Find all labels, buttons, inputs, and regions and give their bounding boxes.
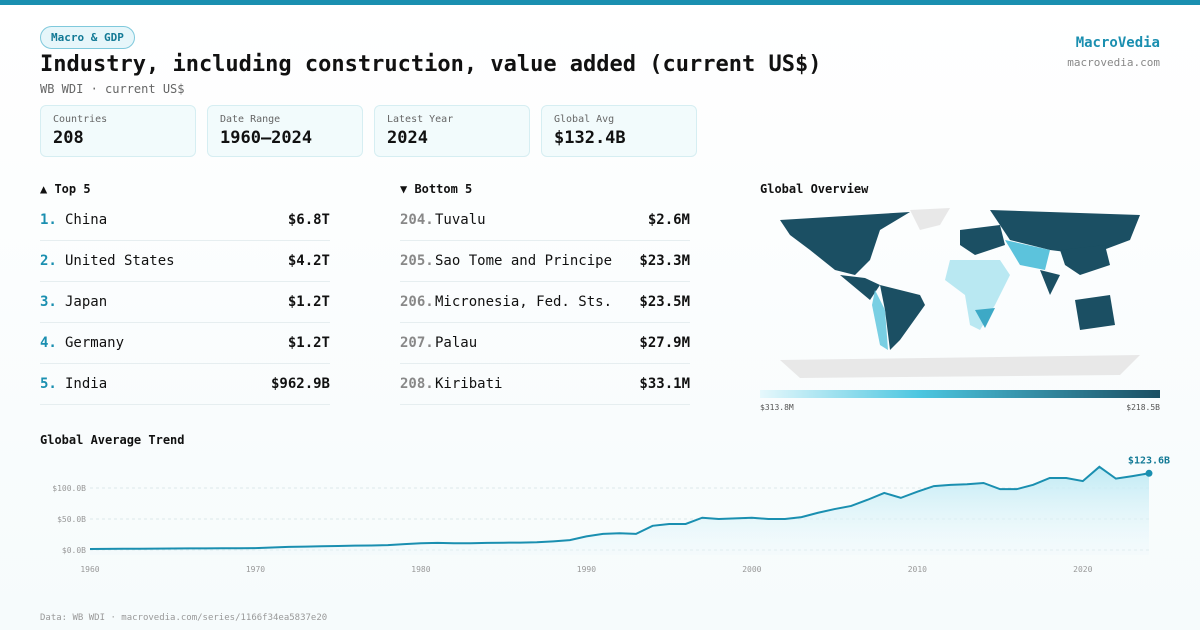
- value: $23.5M: [639, 294, 690, 310]
- y-tick-label: $0.0B: [62, 546, 86, 555]
- x-tick-label: 1970: [246, 565, 265, 574]
- list-row: 2. United States $4.2T: [40, 241, 330, 282]
- list-row: 1. China $6.8T: [40, 200, 330, 241]
- area: [90, 466, 1149, 555]
- brand[interactable]: MacroVedia: [1075, 35, 1160, 51]
- value: $6.8T: [287, 212, 330, 228]
- value-label: $123.6B: [1128, 455, 1170, 466]
- rank: 206.: [400, 294, 434, 310]
- rank: 204.: [400, 212, 434, 228]
- x-tick-label: 1990: [577, 565, 596, 574]
- name: Japan: [65, 294, 108, 310]
- footer: Data: WB WDI · macrovedia.com/series/116…: [40, 613, 328, 623]
- rank: 205.: [400, 253, 434, 269]
- x-tick-label: 2010: [908, 565, 927, 574]
- list-row: 207. Palau $27.9M: [400, 323, 690, 364]
- tag: Macro & GDP: [40, 26, 135, 49]
- list-row: 5. India $962.9B: [40, 364, 330, 405]
- map-title: Global Overview: [760, 182, 869, 196]
- value: $962.9B: [270, 376, 330, 392]
- map: $313.8M $218.5B: [760, 208, 1160, 412]
- land: [780, 208, 1140, 378]
- y-tick-label: $100.0B: [52, 484, 86, 493]
- stat-label: Latest Year: [387, 114, 454, 125]
- list-row: 204. Tuvalu $2.6M: [400, 200, 690, 241]
- stat-value: $132.4B: [554, 128, 626, 148]
- name: Tuvalu: [435, 212, 486, 228]
- value: $2.6M: [647, 212, 690, 228]
- end-point: [1145, 469, 1153, 477]
- rank: 207.: [400, 335, 434, 351]
- stat-value: 1960–2024: [220, 128, 313, 148]
- y-tick-label: $50.0B: [57, 515, 86, 524]
- rank: 5.: [40, 376, 57, 392]
- list-row: 3. Japan $1.2T: [40, 282, 330, 323]
- rank: 1.: [40, 212, 57, 228]
- name: Sao Tome and Principe: [435, 253, 613, 269]
- bottom-list: ▼ Bottom 5 204. Tuvalu $2.6M 205. Sao Tome an…: [400, 182, 690, 405]
- chart: $0.0B $50.0B $100.0B 1960 1970 1980 1990 2000 20…: [52, 455, 1170, 574]
- stat-value: 2024: [387, 128, 428, 148]
- name: India: [65, 376, 108, 392]
- line: [89, 465, 1150, 551]
- name: Palau: [435, 335, 478, 351]
- stat-label: Global Avg: [554, 114, 615, 125]
- value: $23.3M: [639, 253, 690, 269]
- chart-title: Global Average Trend: [40, 433, 185, 447]
- subtitle: WB WDI · current US$: [40, 82, 185, 96]
- list-row: 206. Micronesia, Fed. Sts. $23.5M: [400, 282, 690, 323]
- x-tick-label: 2020: [1073, 565, 1092, 574]
- heading: ▼ Bottom 5: [400, 182, 473, 196]
- x-tick-label: 2000: [742, 565, 761, 574]
- name: Germany: [65, 335, 125, 351]
- stat-card: Date Range 1960–2024: [207, 105, 363, 157]
- heading: ▲ Top 5: [40, 182, 91, 196]
- value: $27.9M: [639, 335, 690, 351]
- x-tick-label: 1980: [411, 565, 430, 574]
- name: Kiribati: [435, 376, 503, 392]
- value: $1.2T: [287, 294, 330, 310]
- rank: 4.: [40, 335, 57, 351]
- list-row: 4. Germany $1.2T: [40, 323, 330, 364]
- rank: 3.: [40, 294, 57, 310]
- legend-bar: [760, 390, 1160, 398]
- stat-card: Global Avg $132.4B: [541, 105, 697, 157]
- site[interactable]: macrovedia.com: [1067, 56, 1160, 69]
- stat-card: Countries 208: [40, 105, 196, 157]
- name: Micronesia, Fed. Sts.: [435, 294, 613, 310]
- stat-label: Date Range: [220, 114, 281, 125]
- value: $4.2T: [287, 253, 330, 269]
- legend-min: $313.8M: [760, 403, 794, 412]
- top-list: ▲ Top 5 1. China $6.8T 2. United States $4.2T 3…: [40, 182, 330, 405]
- x-tick-label: 1960: [80, 565, 99, 574]
- top-bar: [0, 0, 1200, 5]
- legend-max: $218.5B: [1126, 403, 1160, 412]
- rank: 208.: [400, 376, 434, 392]
- name: China: [65, 212, 108, 228]
- stat-value: 208: [53, 128, 84, 148]
- rank: 2.: [40, 253, 57, 269]
- stat-label: Countries: [53, 114, 108, 125]
- value: $33.1M: [639, 376, 690, 392]
- list-row: 208. Kiribati $33.1M: [400, 364, 690, 405]
- list-row: 205. Sao Tome and Principe $23.3M: [400, 241, 690, 282]
- stat-card: Latest Year 2024: [374, 105, 530, 157]
- name: United States: [65, 253, 175, 269]
- title: Industry, including construction, value …: [40, 52, 822, 77]
- value: $1.2T: [287, 335, 330, 351]
